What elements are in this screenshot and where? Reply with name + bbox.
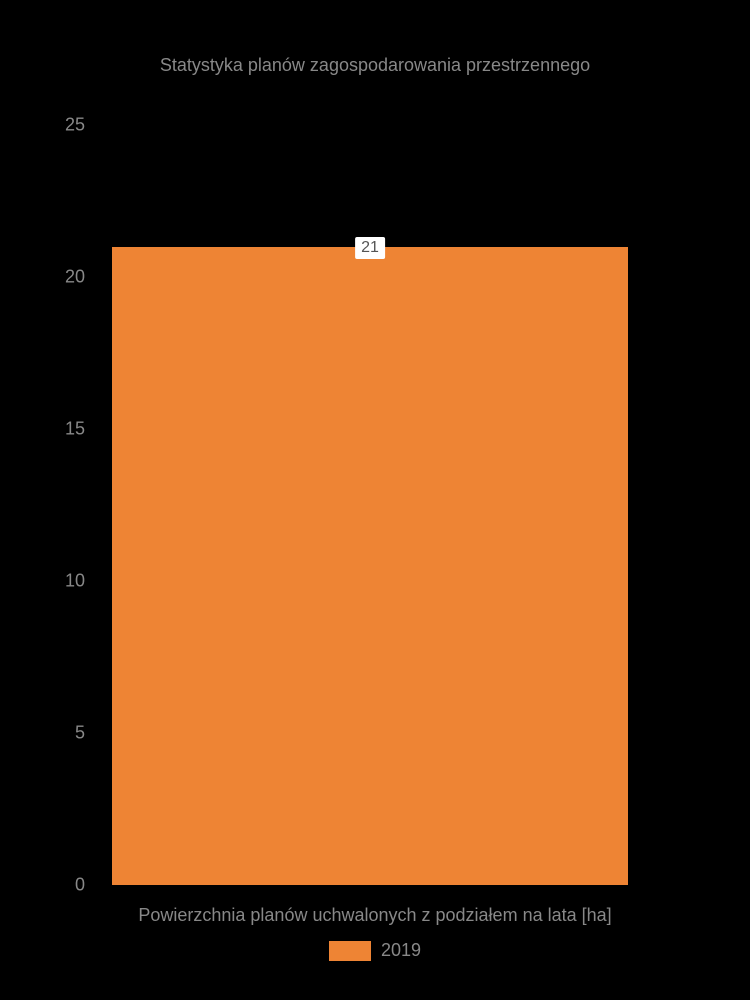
y-tick: 25: [55, 115, 85, 136]
y-tick: 20: [55, 267, 85, 288]
y-tick: 0: [55, 875, 85, 896]
chart-container: Statystyka planów zagospodarowania przes…: [0, 0, 750, 1000]
x-axis-label: Powierzchnia planów uchwalonych z podzia…: [0, 905, 750, 926]
plot-area: 21: [90, 95, 650, 885]
y-tick: 10: [55, 571, 85, 592]
bar: [112, 247, 627, 885]
y-tick: 15: [55, 419, 85, 440]
y-tick: 5: [55, 723, 85, 744]
legend-swatch: [329, 941, 371, 961]
legend: 2019: [0, 940, 750, 961]
y-axis: 0510152025: [55, 95, 85, 885]
legend-label: 2019: [381, 940, 421, 961]
chart-title: Statystyka planów zagospodarowania przes…: [0, 55, 750, 76]
bar-value-label: 21: [355, 237, 385, 259]
